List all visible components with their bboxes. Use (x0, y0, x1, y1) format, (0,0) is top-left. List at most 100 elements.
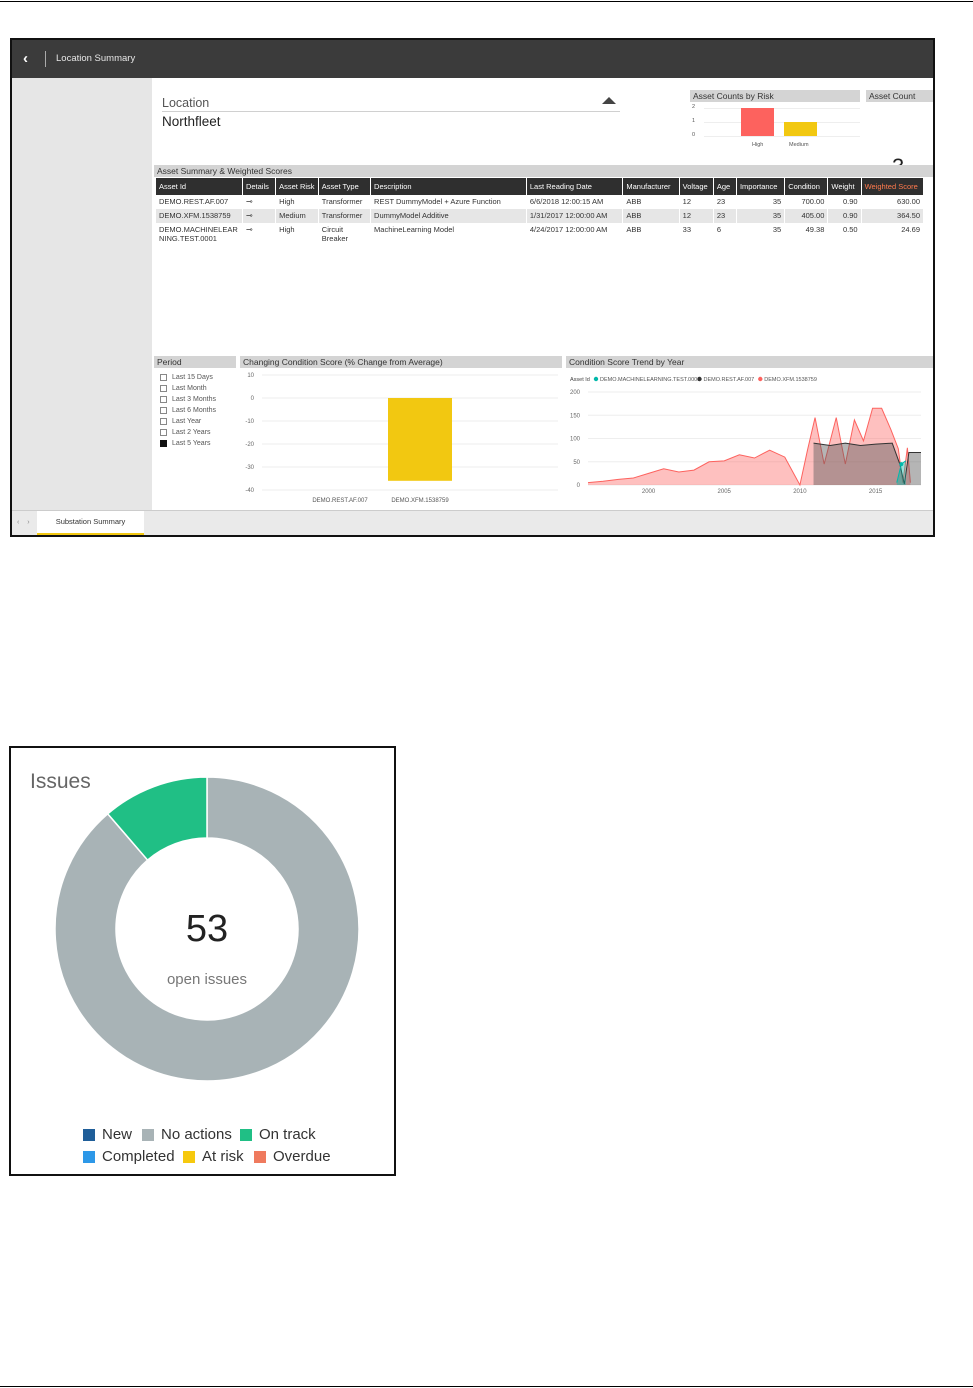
series-area (813, 443, 921, 485)
column-header-description[interactable]: Description (370, 178, 527, 195)
column-header-details[interactable]: Details (242, 178, 277, 195)
checkbox[interactable] (160, 373, 167, 381)
risk-bar (784, 122, 817, 136)
legend-item[interactable]: At risk (183, 1148, 254, 1165)
table-cell: DEMO.MACHINELEARNING.TEST.0001 (156, 223, 243, 245)
column-header-asset-type[interactable]: Asset Type (318, 178, 372, 195)
report-canvas: Location Northfleet Asset Counts by Risk… (152, 78, 933, 510)
table-cell: 35 (736, 195, 786, 209)
table-row[interactable]: DEMO.MACHINELEARNING.TEST.0001 ⊸ High Circu… (156, 223, 925, 245)
issues-donut-chart: 53 open issues (54, 776, 360, 1082)
table-cell: 0.50 (827, 223, 862, 245)
period-option[interactable]: Last 3 Months (160, 394, 216, 404)
checkbox[interactable] (160, 395, 167, 403)
risk-gridline (704, 122, 860, 123)
column-header-age[interactable]: Age (713, 178, 737, 195)
risk-y-tick: 2 (692, 104, 696, 110)
column-header-manufacturer[interactable]: Manufacturer (622, 178, 680, 195)
period-option-label: Last 3 Months (172, 395, 216, 403)
period-option[interactable]: Last 15 Days (160, 372, 213, 382)
x-tick-label: 2010 (793, 489, 807, 495)
table-row[interactable]: DEMO.REST.AF.007 ⊸ High Transformer REST Dum… (156, 195, 925, 209)
y-tick-label: -20 (245, 442, 254, 448)
table-cell: 6 (713, 223, 737, 245)
legend-item[interactable]: Completed (83, 1148, 183, 1165)
x-tick-label: 2015 (869, 489, 883, 495)
y-tick-label: 100 (570, 437, 581, 443)
table-cell: DummyModel Additive (370, 209, 527, 223)
risk-gridline (704, 136, 860, 137)
column-header-asset-id[interactable]: Asset Id (156, 178, 243, 195)
column-header-condition[interactable]: Condition (784, 178, 829, 195)
legend-swatch (183, 1150, 195, 1163)
table-cell: ABB (622, 209, 680, 223)
y-tick-label: 50 (573, 460, 580, 466)
checkbox[interactable] (160, 417, 167, 425)
tab-nav-arrows[interactable]: ‹ › (17, 519, 33, 526)
period-option[interactable]: Last 6 Months (160, 405, 216, 415)
title-bar: ‹ Location Summary (12, 40, 933, 78)
risk-bar-label: High (752, 142, 764, 148)
tab-substation-summary[interactable]: Substation Summary (37, 511, 144, 535)
link-icon[interactable]: ⊸ (242, 209, 277, 223)
legend-marker (593, 376, 599, 382)
table-cell: 630.00 (861, 195, 925, 209)
legend-title: Asset Id (570, 377, 590, 383)
y-tick-label: -40 (245, 488, 254, 494)
issues-title: Issues (30, 770, 91, 793)
table-row[interactable]: DEMO.XFM.1538759 ⊸ Medium Transformer DummyM… (156, 209, 925, 223)
series-area (896, 460, 906, 485)
caret-up-icon[interactable] (602, 97, 616, 104)
issues-card: Issues 53 open issues New No actions On tra… (9, 746, 396, 1176)
period-option-label: Last 5 Years (172, 439, 211, 447)
table-cell: 4/24/2017 12:00:00 AM (526, 223, 624, 245)
checkbox[interactable] (160, 406, 167, 414)
period-option[interactable]: Last 2 Years (160, 427, 211, 437)
checkbox[interactable] (160, 428, 167, 436)
condition-change-chart: 10 0 -10 -20 -30 -40 DEMO.REST.AF.007 DEMO.XFM.… (245, 373, 558, 504)
checkbox[interactable] (160, 384, 167, 392)
table-cell: 23 (713, 195, 737, 209)
table-cell: 0.90 (827, 209, 862, 223)
legend-item[interactable]: Overdue (254, 1148, 334, 1165)
side-pane (12, 78, 152, 510)
period-option-label: Last Month (172, 384, 207, 392)
table-cell: 12 (679, 195, 714, 209)
table-cell: 12 (679, 209, 714, 223)
link-icon[interactable]: ⊸ (242, 195, 277, 209)
risk-bar-label: Medium (789, 142, 809, 148)
checkbox[interactable] (160, 439, 167, 447)
column-header-asset-risk[interactable]: Asset Risk (275, 178, 319, 195)
period-option[interactable]: Last Month (160, 383, 207, 393)
period-option[interactable]: Last Year (160, 416, 201, 426)
column-header-last-reading-date[interactable]: Last Reading Date (526, 178, 624, 195)
column-header-importance[interactable]: Importance (736, 178, 786, 195)
table-cell: Medium (275, 209, 319, 223)
period-option[interactable]: Last 5 Years (160, 438, 211, 448)
table-cell: DEMO.REST.AF.007 (156, 195, 243, 209)
table-cell: MachineLearning Model (370, 223, 527, 245)
risk-y-tick: 0 (692, 132, 696, 138)
legend-marker (758, 376, 763, 382)
legend-label: On track (259, 1126, 316, 1143)
column-header-weight[interactable]: Weight (827, 178, 862, 195)
condition-change-title: Changing Condition Score (% Change from … (240, 356, 562, 368)
column-header-voltage[interactable]: Voltage (679, 178, 714, 195)
link-icon[interactable]: ⊸ (242, 223, 277, 245)
chevron-left-icon[interactable]: ‹ (23, 50, 28, 67)
legend-item[interactable]: On track (240, 1126, 320, 1143)
y-tick-label: -30 (245, 465, 254, 471)
table-cell: ABB (622, 223, 680, 245)
series-point (899, 462, 904, 467)
legend-item[interactable]: No actions (142, 1126, 240, 1143)
y-tick-label: 0 (577, 483, 581, 489)
page-bottom-rule (0, 1386, 973, 1387)
location-value[interactable]: Northfleet (162, 114, 221, 129)
column-header-weighted-score[interactable]: Weighted Score (861, 178, 925, 195)
location-divider (162, 111, 620, 112)
page-tab-bar: ‹ › Substation Summary (12, 510, 933, 535)
legend-item[interactable]: New (83, 1126, 142, 1143)
table-cell: 1/31/2017 12:00:00 AM (526, 209, 624, 223)
title-separator (45, 51, 46, 67)
legend-label: New (102, 1126, 133, 1143)
